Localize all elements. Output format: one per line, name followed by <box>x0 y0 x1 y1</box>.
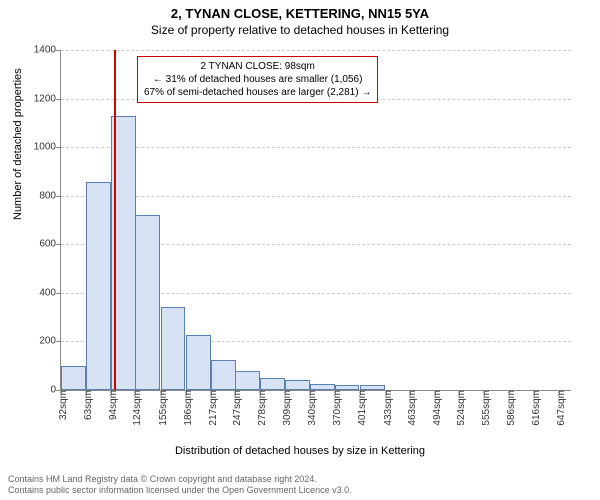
x-tick-label: 463sqm <box>402 390 418 426</box>
x-tick-label: 340sqm <box>302 390 318 426</box>
footer: Contains HM Land Registry data © Crown c… <box>8 474 352 496</box>
info-line-1: 2 TYNAN CLOSE: 98sqm <box>144 60 371 73</box>
property-marker-line <box>114 50 116 390</box>
x-tick-label: 524sqm <box>451 390 467 426</box>
x-tick-label: 247sqm <box>227 390 243 426</box>
info-line-3: 67% of semi-detached houses are larger (… <box>144 86 371 99</box>
x-tick-label: 401sqm <box>352 390 368 426</box>
x-tick-label: 616sqm <box>526 390 542 426</box>
y-tick-label: 800 <box>16 190 61 201</box>
y-tick-label: 1200 <box>16 93 61 104</box>
grid-line <box>61 196 571 197</box>
histogram-bar <box>285 380 310 390</box>
histogram-bar <box>235 371 260 390</box>
x-tick-label: 433sqm <box>378 390 394 426</box>
footer-line-1: Contains HM Land Registry data © Crown c… <box>8 474 352 485</box>
histogram-bar <box>211 360 236 390</box>
chart-area: 020040060080010001200140032sqm63sqm94sqm… <box>60 50 571 391</box>
histogram-bar <box>161 307 186 390</box>
title-main: 2, TYNAN CLOSE, KETTERING, NN15 5YA <box>0 0 600 21</box>
x-tick-label: 155sqm <box>153 390 169 426</box>
x-tick-label: 586sqm <box>501 390 517 426</box>
x-tick-label: 647sqm <box>551 390 567 426</box>
x-tick-label: 494sqm <box>427 390 443 426</box>
x-tick-label: 124sqm <box>127 390 143 426</box>
x-tick-label: 63sqm <box>78 390 94 420</box>
footer-line-2: Contains public sector information licen… <box>8 485 352 496</box>
title-sub: Size of property relative to detached ho… <box>0 21 600 37</box>
x-tick-label: 94sqm <box>103 390 119 420</box>
histogram-bar <box>260 378 285 390</box>
x-tick-label: 278sqm <box>252 390 268 426</box>
histogram-bar <box>61 366 86 390</box>
x-tick-label: 217sqm <box>203 390 219 426</box>
y-tick-label: 200 <box>16 336 61 347</box>
x-axis-label: Distribution of detached houses by size … <box>0 445 600 457</box>
x-tick-label: 555sqm <box>476 390 492 426</box>
histogram-bar <box>186 335 211 390</box>
x-tick-label: 370sqm <box>327 390 343 426</box>
x-tick-label: 186sqm <box>178 390 194 426</box>
info-line-2: ← 31% of detached houses are smaller (1,… <box>144 73 371 86</box>
y-tick-label: 600 <box>16 239 61 250</box>
info-box: 2 TYNAN CLOSE: 98sqm ← 31% of detached h… <box>137 56 378 103</box>
y-tick-label: 1000 <box>16 142 61 153</box>
grid-line <box>61 50 571 51</box>
histogram-bar <box>135 215 160 390</box>
y-tick-label: 1400 <box>16 45 61 56</box>
y-tick-label: 400 <box>16 287 61 298</box>
x-tick-label: 309sqm <box>277 390 293 426</box>
x-tick-label: 32sqm <box>53 390 69 420</box>
grid-line <box>61 147 571 148</box>
histogram-bar <box>86 182 111 390</box>
